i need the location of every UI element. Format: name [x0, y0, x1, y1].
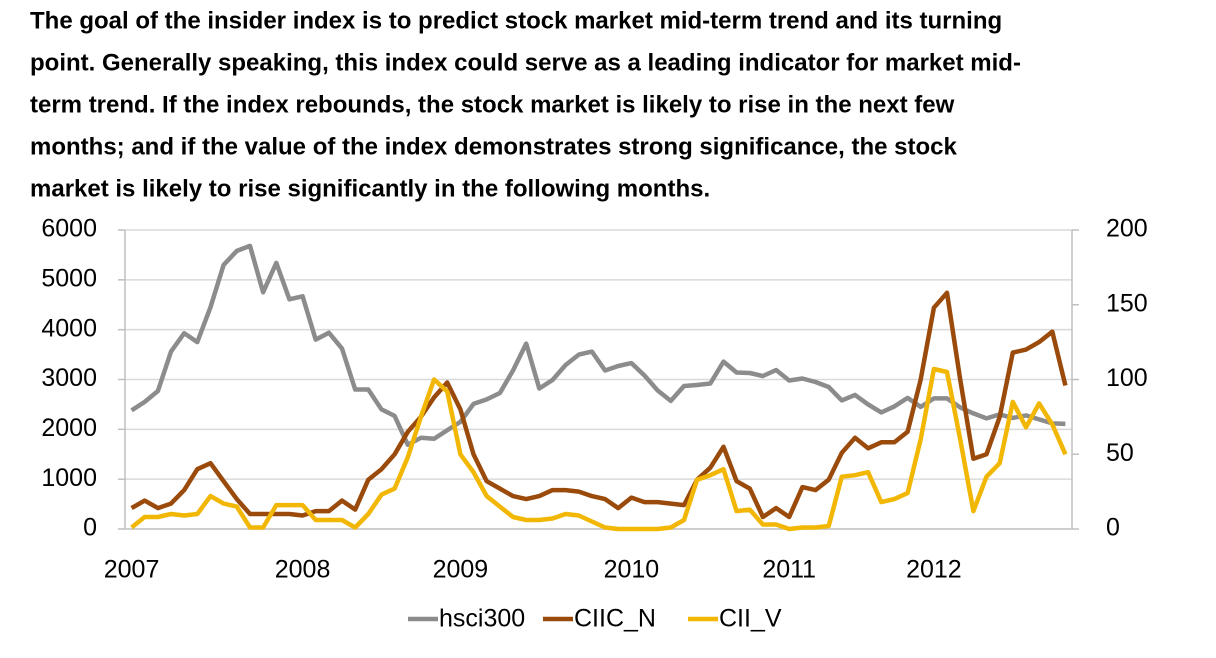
- y-tick-label: 3000: [41, 364, 97, 392]
- x-tick-label: 2010: [604, 556, 660, 584]
- x-tick-label: 2012: [906, 556, 962, 584]
- legend-label: CII_V: [719, 605, 782, 633]
- series-line: [130, 366, 1068, 532]
- y-tick-label: 5000: [41, 264, 97, 292]
- paragraph-line: point. Generally speaking, this index co…: [30, 49, 1021, 76]
- y2-tick-label: 150: [1106, 289, 1148, 317]
- x-tick-label: 2009: [433, 556, 489, 584]
- paragraph-line: The goal of the insider index is to pred…: [30, 7, 1002, 34]
- y2-tick-label: 200: [1106, 215, 1148, 243]
- y2-tick-label: 100: [1106, 364, 1148, 392]
- x-tick-label: 2008: [275, 556, 331, 584]
- paragraph-line: term trend. If the index rebounds, the s…: [30, 91, 955, 118]
- x-tick-label: 2011: [762, 556, 816, 584]
- y-tick-label: 6000: [41, 215, 97, 243]
- y-tick-label: 1000: [41, 464, 97, 492]
- y-tick-label: 4000: [41, 314, 97, 342]
- legend-label: CIIC_N: [574, 605, 656, 633]
- series-line: [130, 243, 1066, 448]
- legend-label: hsci300: [439, 605, 525, 633]
- y2-tick-label: 50: [1106, 439, 1134, 467]
- y-tick-label: 2000: [41, 414, 97, 442]
- paragraph-line: market is likely to rise significantly i…: [30, 175, 710, 202]
- series-line: [130, 290, 1068, 520]
- y-tick-label: 0: [83, 514, 97, 542]
- paragraph-line: months; and if the value of the index de…: [30, 133, 957, 160]
- x-tick-label: 2007: [104, 556, 160, 584]
- y2-tick-label: 0: [1106, 514, 1120, 542]
